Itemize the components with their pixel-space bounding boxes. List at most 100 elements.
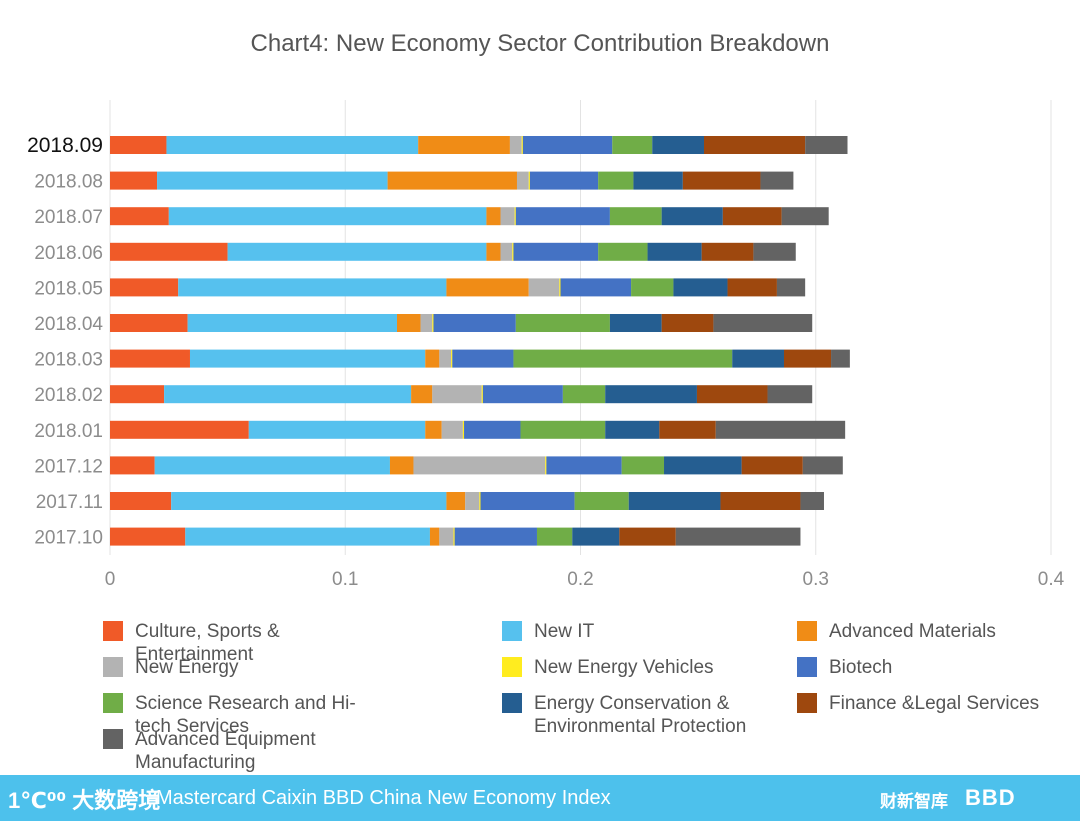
bar-segment — [514, 207, 516, 226]
x-tick-label: 0.3 — [803, 569, 829, 590]
y-category-label: 2018.01 — [34, 421, 103, 442]
y-category-label: 2018.09 — [27, 134, 103, 157]
bar-segment — [185, 527, 430, 546]
bar-segment — [783, 349, 832, 368]
bar-segment — [528, 171, 530, 190]
bar-segment — [452, 349, 514, 368]
bar-segment — [164, 385, 412, 404]
x-tick-label: 0 — [105, 569, 116, 590]
y-category-label: 2018.04 — [34, 314, 103, 335]
bar-segment — [389, 456, 414, 475]
bar-segment — [545, 456, 547, 475]
bar-segment — [675, 527, 801, 546]
bar-segment — [800, 492, 824, 510]
bar-segment — [110, 492, 172, 510]
y-category-label: 2017.12 — [34, 456, 103, 477]
bar-segment — [513, 349, 733, 368]
bar-segment — [110, 278, 179, 297]
bar-segment — [696, 385, 768, 404]
bar-segment — [701, 242, 754, 261]
bar-segment — [628, 492, 721, 510]
bar-segment — [633, 171, 683, 190]
bar-segment — [805, 136, 848, 154]
bar-segment — [753, 242, 796, 261]
bar-segment — [411, 385, 433, 404]
bar-segment — [462, 420, 465, 439]
bar-segment — [465, 492, 480, 510]
bar-segment — [157, 171, 388, 190]
bar-segment — [536, 527, 573, 546]
bar-segment — [704, 136, 806, 154]
bbd-logo: BBD — [965, 785, 1016, 810]
bar-segment — [609, 207, 662, 226]
bar-segment — [429, 527, 440, 546]
footer-title: Mastercard Caixin BBD China New Economy … — [156, 787, 611, 809]
bar-segment — [619, 527, 676, 546]
bar-segment — [621, 456, 665, 475]
bar-segment — [110, 456, 155, 475]
x-tick-label: 0.4 — [1038, 569, 1065, 590]
bar-segment — [464, 420, 521, 439]
bar-segment — [110, 136, 167, 154]
bar-segment — [387, 171, 517, 190]
y-category-label: 2018.08 — [34, 172, 103, 193]
x-tick-label: 0.1 — [332, 569, 358, 590]
bar-segment — [605, 420, 660, 439]
bar-segment — [720, 492, 801, 510]
bar-segment — [439, 527, 454, 546]
bar-segment — [661, 207, 723, 226]
bar-segment — [715, 420, 846, 439]
bar-segment — [418, 136, 510, 154]
bar-segment — [767, 385, 813, 404]
bar-segment — [516, 171, 529, 190]
bar-segment — [741, 456, 803, 475]
bar-segment — [509, 136, 522, 154]
bar-segment — [713, 314, 813, 332]
bar-segment — [727, 278, 777, 297]
bar-segment — [520, 420, 606, 439]
caixin-logo: 财新智库 — [880, 792, 948, 811]
dashujujing-logo: 1℃⁰⁰ 大数跨境 — [8, 788, 161, 813]
footer-bar: 1℃⁰⁰ 大数跨境 Mastercard Caixin BBD China Ne… — [0, 775, 1080, 821]
bar-segment — [480, 492, 575, 510]
y-category-label: 2018.03 — [34, 350, 103, 371]
bar-segment — [397, 314, 421, 332]
stacked-bar-chart: 0 0.1 0.2 0.3 0.4 2018.09 2018.08 2018.07 2018.0… — [27, 100, 1065, 590]
bar-segment — [110, 349, 190, 368]
bar-segment — [110, 314, 188, 332]
y-category-label: 2017.10 — [34, 528, 103, 549]
bar-segment — [420, 314, 433, 332]
bar-segment — [453, 527, 455, 546]
bar-segment — [732, 349, 784, 368]
bar-segment — [760, 171, 794, 190]
bar-segment — [605, 385, 697, 404]
bar-segment — [562, 385, 606, 404]
bar-segment — [572, 527, 620, 546]
bar-segment — [500, 242, 513, 261]
bar-segment — [481, 385, 483, 404]
bar-segment — [513, 242, 599, 261]
y-category-label: 2018.07 — [34, 207, 103, 228]
bar-segment — [522, 136, 613, 154]
bar-segment — [110, 171, 158, 190]
bar-segment — [831, 349, 850, 368]
bar-segment — [682, 171, 761, 190]
bar-segment — [454, 527, 537, 546]
bar-segment — [110, 527, 186, 546]
chart-title: Chart4: New Economy Sector Contribution … — [250, 30, 830, 57]
bar-segment — [598, 171, 634, 190]
bar-segment — [479, 492, 481, 510]
bar-segment — [168, 207, 487, 226]
bar-segment — [512, 242, 514, 261]
bar-segment — [425, 420, 442, 439]
bar-segment — [574, 492, 629, 510]
bar-segment — [441, 420, 463, 439]
bar-segment — [110, 207, 169, 226]
bar-segment — [631, 278, 674, 297]
bar-segment — [722, 207, 782, 226]
bar-segment — [248, 420, 426, 439]
y-category-label: 2018.05 — [34, 278, 103, 299]
bar-segment — [652, 136, 705, 154]
bar-segment — [612, 136, 653, 154]
bar-segment — [546, 456, 622, 475]
